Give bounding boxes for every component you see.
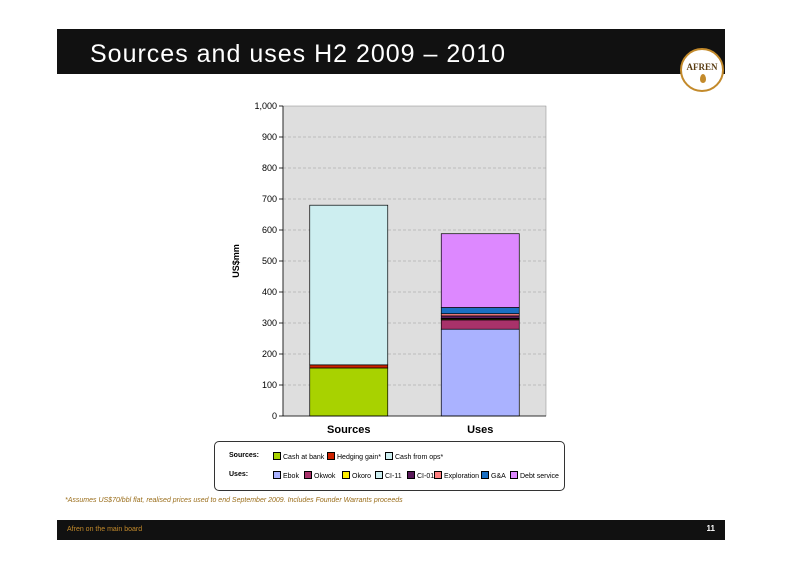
x-tick-labels: Sources Uses xyxy=(327,424,493,436)
footer-text: Afren on the main board xyxy=(67,526,143,533)
bar-segment-cash-at-bank xyxy=(309,367,389,417)
page-number: 11 xyxy=(706,524,715,533)
y-tick-label: 1,000 xyxy=(254,101,277,111)
legend-sources-label: Sources: xyxy=(229,452,259,459)
legend-label: Debt service xyxy=(520,473,559,480)
grid-lines xyxy=(283,136,546,386)
bar-segment-okwok xyxy=(440,319,520,330)
title-bar: Sources and uses H2 2009 – 2010 xyxy=(57,29,725,74)
legend-label: Cash at bank xyxy=(283,454,325,461)
legend-item: Exploration xyxy=(434,471,479,480)
legend-label: Ebok xyxy=(283,473,299,480)
oil-drop-icon xyxy=(700,74,706,83)
legend-label: Okwok xyxy=(314,473,336,480)
y-axis-label: US$mm xyxy=(231,244,241,278)
bar-segment-g-a xyxy=(440,307,520,315)
legend-item: Okwok xyxy=(304,471,335,480)
legend-swatch xyxy=(385,452,393,460)
y-tick-label: 0 xyxy=(272,411,277,421)
legend-uses-label: Uses: xyxy=(229,471,249,478)
bar-segment-debt-service xyxy=(440,233,520,308)
legend-label: Okoro xyxy=(352,473,372,480)
bar-segment-cash-from-ops xyxy=(309,204,389,366)
y-tick-label: 200 xyxy=(262,349,277,359)
legend-swatch xyxy=(510,471,518,479)
legend-item: Cash from ops* xyxy=(385,452,443,461)
y-tick-label: 700 xyxy=(262,194,277,204)
footer-bar: Afren on the main board 11 xyxy=(57,520,725,540)
legend-label: Cash from ops* xyxy=(395,454,444,461)
y-tick-labels: 0 100 200 300 400 500 600 700 800 900 1,000 xyxy=(254,101,283,421)
y-tick-label: 900 xyxy=(262,132,277,142)
legend-label: CI-01 xyxy=(417,473,435,480)
legend-swatch xyxy=(481,471,489,479)
bars xyxy=(309,204,520,417)
afren-logo: AFREN xyxy=(680,48,724,92)
legend-item: Debt service xyxy=(510,471,559,480)
legend-swatch xyxy=(273,452,281,460)
legend-label: Exploration xyxy=(444,473,480,480)
footnote: *Assumes US$70/bbl flat, realised prices… xyxy=(65,497,403,504)
y-tick-label: 500 xyxy=(262,256,277,266)
legend-swatch xyxy=(273,471,281,479)
legend-swatch xyxy=(327,452,335,460)
bar-segment-hedging-gain xyxy=(309,364,389,369)
legend-swatch xyxy=(375,471,383,479)
legend-swatch xyxy=(304,471,312,479)
legend-label: G&A xyxy=(491,473,506,480)
legend-item: Hedging gain* xyxy=(327,452,381,461)
slide-title: Sources and uses H2 2009 – 2010 xyxy=(90,40,506,68)
legend: Sources: Cash at bank Hedging gain* Cash f… xyxy=(214,441,565,491)
legend-item: Okoro xyxy=(342,471,371,480)
y-tick-label: 800 xyxy=(262,163,277,173)
legend-item: CI-11 xyxy=(375,471,402,480)
y-tick-label: 400 xyxy=(262,287,277,297)
legend-swatch xyxy=(342,471,350,479)
bar-segment-ci-01 xyxy=(440,315,520,319)
legend-label: Hedging gain* xyxy=(337,454,381,461)
legend-item: Cash at bank xyxy=(273,452,324,461)
x-tick-label: Uses xyxy=(467,424,493,436)
legend-swatch xyxy=(407,471,415,479)
legend-item: G&A xyxy=(481,471,506,480)
y-tick-label: 300 xyxy=(262,318,277,328)
y-tick-label: 100 xyxy=(262,380,277,390)
bar-segment-ebok xyxy=(440,328,520,417)
x-tick-label: Sources xyxy=(327,424,370,436)
y-tick-label: 600 xyxy=(262,225,277,235)
legend-label: CI-11 xyxy=(385,473,402,480)
logo-text: AFREN xyxy=(686,62,718,72)
stacked-bar-chart: 0 100 200 300 400 500 600 700 800 900 1,000 Source… xyxy=(231,101,547,436)
legend-swatch xyxy=(434,471,442,479)
legend-item: Ebok xyxy=(273,471,299,480)
legend-item: CI-01 xyxy=(407,471,434,480)
